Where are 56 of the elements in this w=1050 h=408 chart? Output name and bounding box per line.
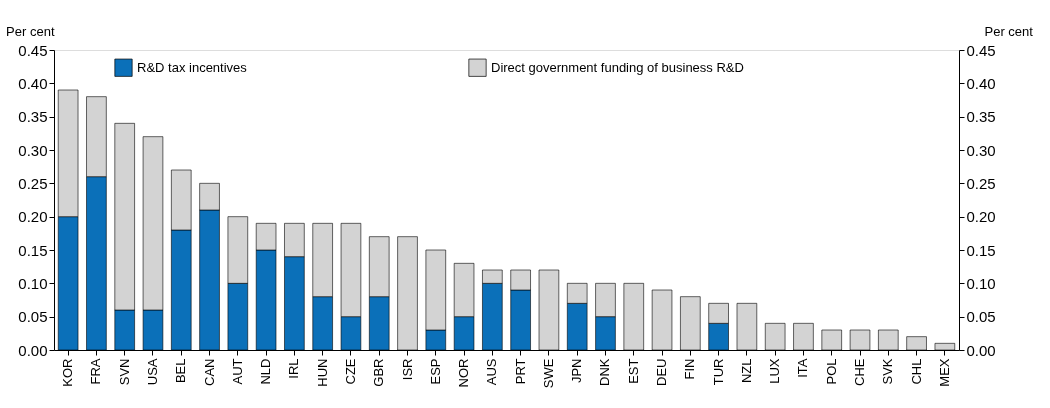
x-tick-label: MEX: [936, 358, 952, 387]
x-tick-label: USA: [144, 358, 160, 386]
x-tick-label: ITA: [795, 358, 811, 378]
x-tick-label: TUR: [710, 358, 726, 386]
y2-tick-label: 0.05: [966, 308, 996, 326]
x-tick-label: SWE: [540, 358, 556, 389]
x-tick-label: FIN: [682, 358, 698, 380]
x-tick-label: NLD: [258, 358, 274, 385]
y-axis-title: Per cent: [6, 23, 55, 39]
y-tick-label: 0.15: [18, 241, 48, 259]
y2-tick-label: 0.45: [966, 41, 996, 59]
y-tick-label: 0.20: [18, 208, 48, 226]
x-tick-label: LUX: [767, 358, 783, 384]
x-tick-label: CHE: [852, 358, 868, 386]
y2-tick-label: 0.25: [966, 174, 996, 192]
legend-label: Direct government funding of business R&D: [491, 59, 744, 75]
x-tick-label: ISR: [399, 358, 415, 381]
y-tick-label: 0.00: [18, 341, 48, 359]
x-tick-label: AUT: [229, 358, 245, 385]
y2-tick-label: 0.35: [966, 108, 996, 126]
y2-tick-label: 0.40: [966, 74, 996, 92]
y-tick-label: 0.40: [18, 74, 48, 92]
y-tick-label: 0.25: [18, 174, 48, 192]
x-tick-label: BEL: [173, 358, 189, 384]
x-tick-label: CZE: [342, 358, 358, 385]
x-tick-label: DEU: [654, 358, 670, 386]
x-tick-label: FRA: [88, 358, 104, 385]
x-tick-label: NOR: [456, 358, 472, 388]
y2-tick-label: 0.30: [966, 141, 996, 159]
y2-tick-label: 0.15: [966, 241, 996, 259]
legend-label: R&D tax incentives: [137, 59, 248, 75]
x-tick-label: KOR: [60, 358, 76, 387]
x-tick-label: AUS: [484, 358, 500, 386]
x-tick-label: DNK: [597, 358, 613, 386]
x-tick-label: HUN: [314, 358, 330, 387]
x-tick-label: SVK: [880, 358, 896, 385]
y2-tick-label: 0.20: [966, 208, 996, 226]
x-tick-label: CHL: [908, 358, 924, 385]
y-tick-label: 0.05: [18, 308, 48, 326]
x-tick-label: JPN: [569, 358, 585, 384]
y-tick-label: 0.45: [18, 41, 48, 59]
x-tick-label: SVN: [116, 358, 132, 386]
x-tick-label: IRL: [286, 358, 302, 379]
y2-tick-label: 0.00: [966, 341, 996, 359]
y2-axis-title: Per cent: [984, 23, 1034, 39]
y-tick-label: 0.10: [18, 274, 48, 292]
y-tick-label: 0.30: [18, 141, 48, 159]
x-tick-label: ESP: [427, 358, 443, 385]
x-tick-label: EST: [625, 358, 641, 384]
y-tick-label: 0.35: [18, 108, 48, 126]
x-tick-label: POL: [823, 358, 839, 385]
x-tick-label: PRT: [512, 358, 528, 385]
x-tick-label: GBR: [371, 358, 387, 387]
x-tick-label: CAN: [201, 358, 217, 386]
y2-tick-label: 0.10: [966, 274, 996, 292]
x-tick-label: NZL: [738, 358, 754, 384]
